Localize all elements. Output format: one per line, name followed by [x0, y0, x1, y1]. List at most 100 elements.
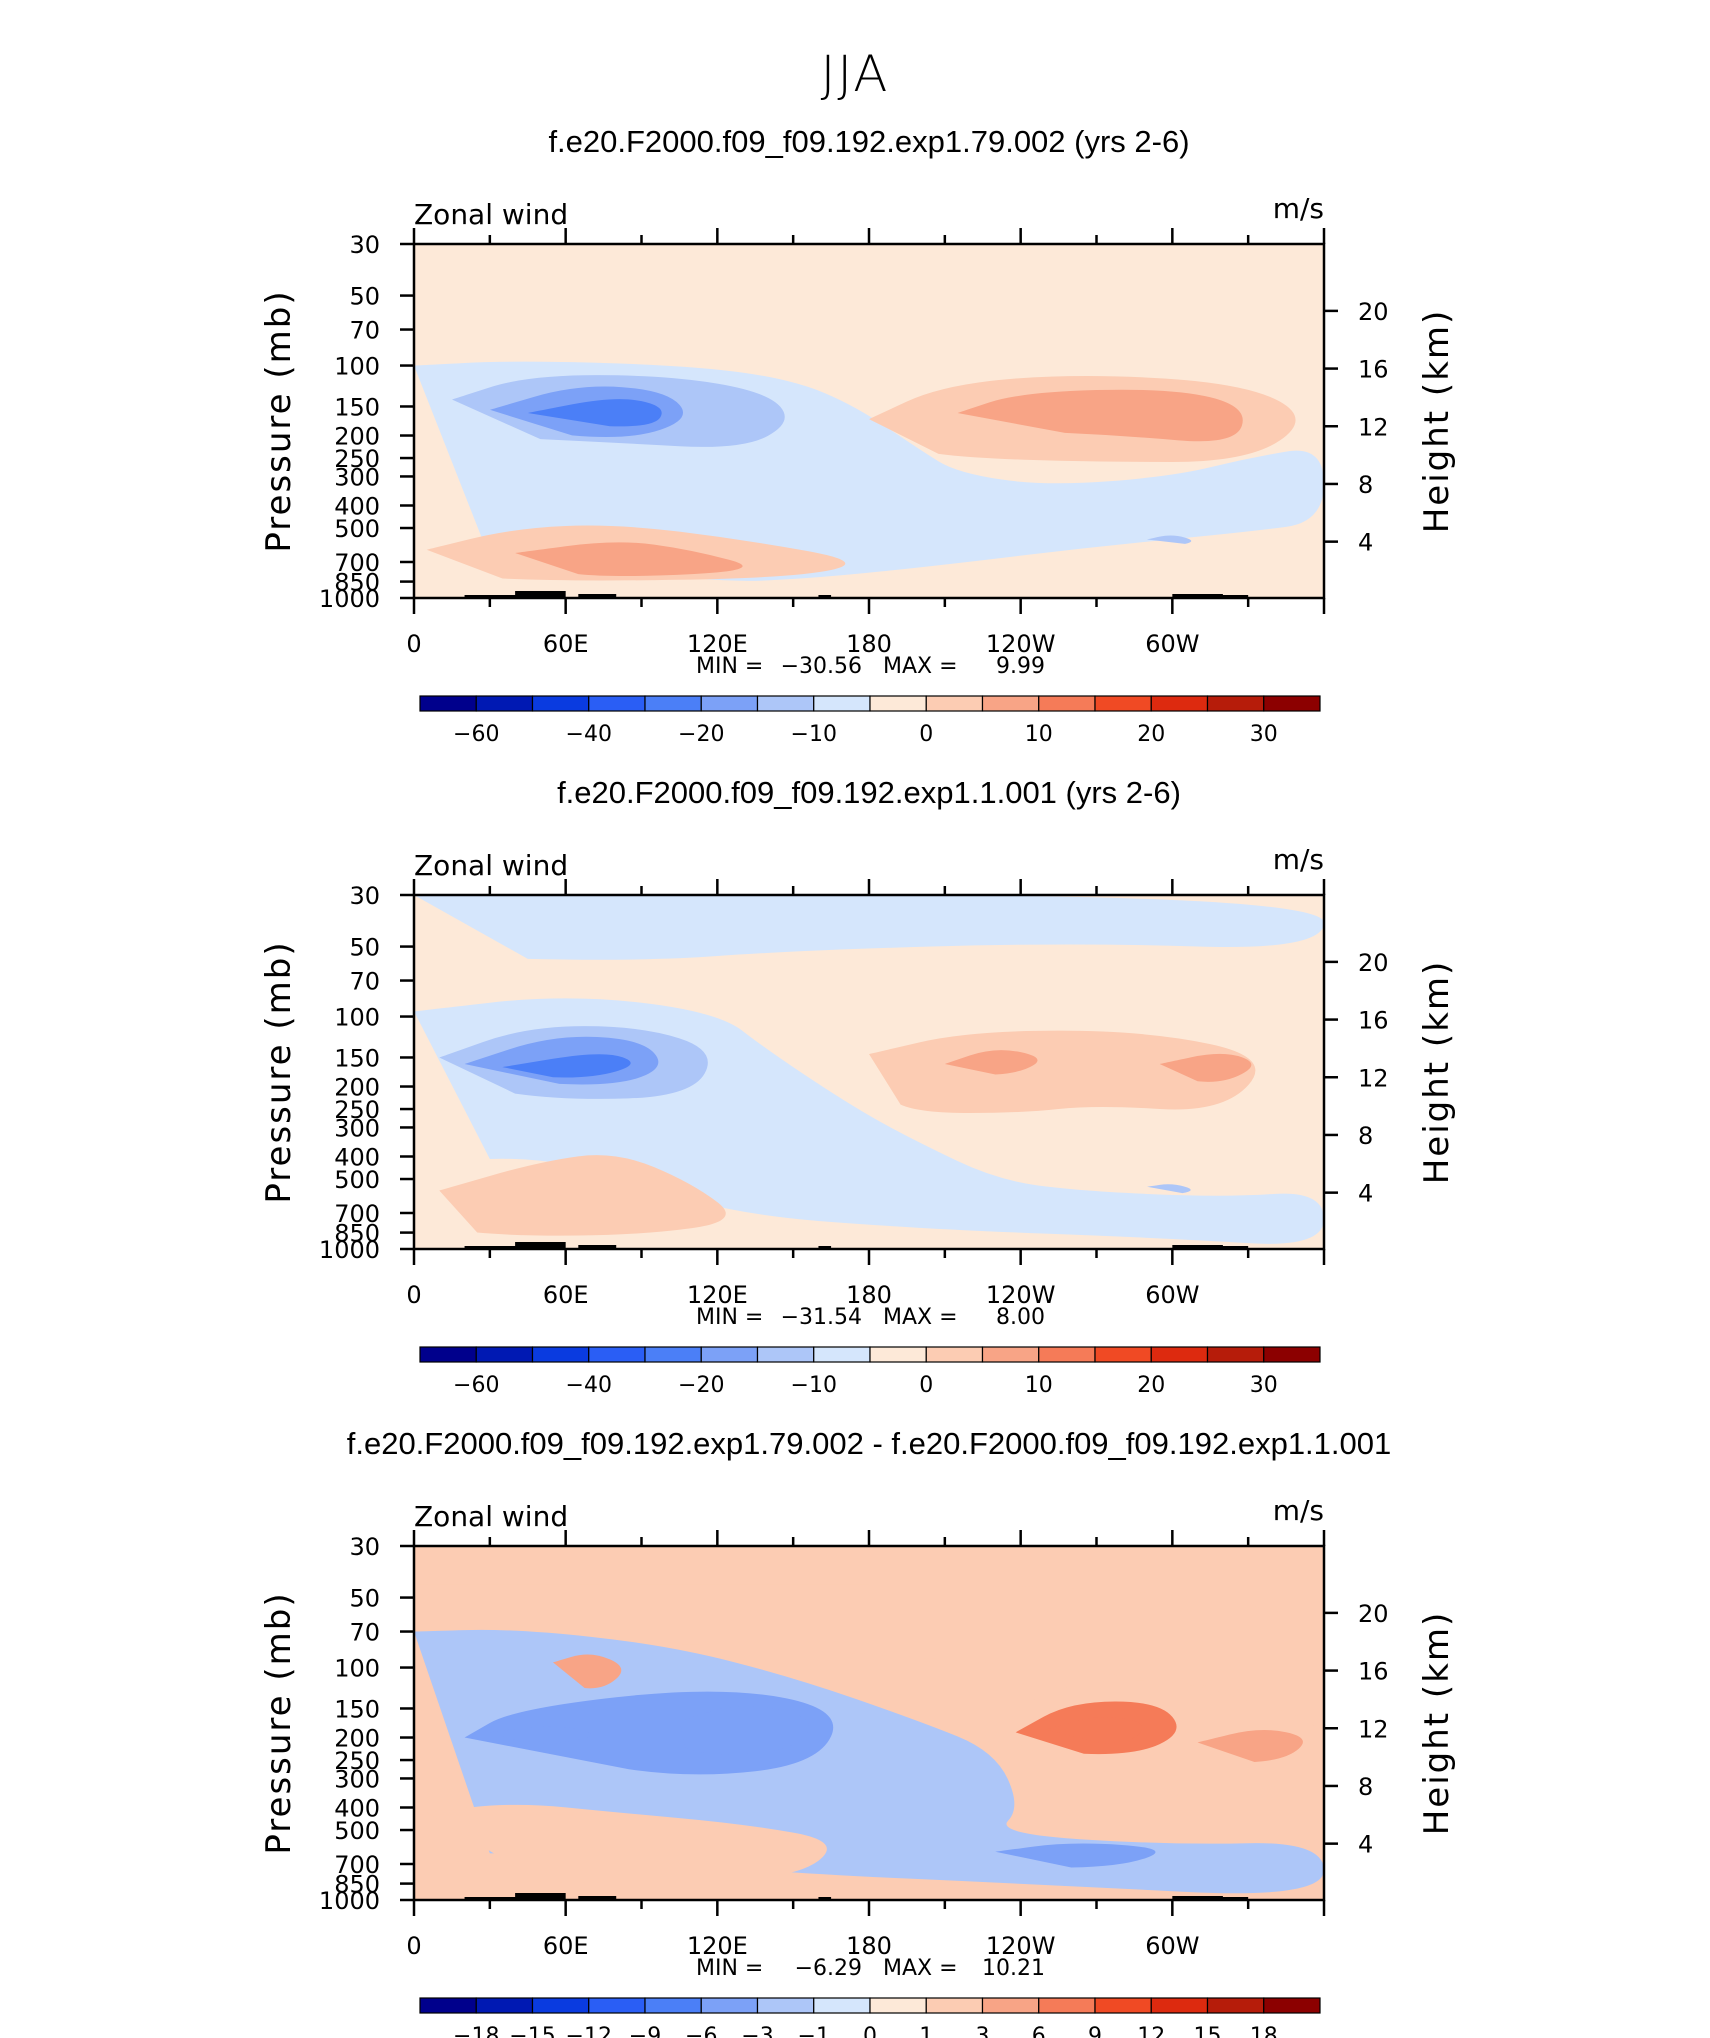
- contour-region: [1159, 1053, 1252, 1082]
- y-tick-label: 200: [334, 423, 380, 451]
- colorbar-label: 0: [919, 722, 933, 747]
- colorbar-box: [1094, 1997, 1152, 2014]
- contour-region: [679, 1706, 809, 1755]
- colorbar-label: 6: [1032, 2024, 1046, 2038]
- colorbar-box: [756, 695, 815, 712]
- y2-tick-label: 20: [1358, 298, 1389, 326]
- colorbar-box: [1206, 695, 1265, 712]
- y2-axis-title: Height (km): [1417, 960, 1457, 1185]
- y-tick-label: 70: [349, 1619, 380, 1647]
- y2-tick-label: 16: [1358, 356, 1389, 384]
- colorbar-box: [588, 695, 646, 712]
- colorbar: −60 −40 −20 −10 0 10 20 30: [419, 1346, 1321, 1398]
- colorbar-label: 3: [976, 2024, 990, 2038]
- contour-region: [426, 1804, 827, 1883]
- colorbar-box: [869, 1997, 927, 2014]
- panel-1: f.e20.F2000.f09_f09.192.exp1.79.002 (yrs…: [259, 124, 1457, 747]
- y-tick-label: 850: [334, 1220, 380, 1248]
- colorbar-label: 1: [919, 2024, 933, 2038]
- y2-tick-label: 4: [1358, 529, 1373, 557]
- colorbar-box: [588, 1997, 646, 2014]
- colorbar-label: −15: [509, 2024, 555, 2038]
- contour-region: [1147, 535, 1192, 544]
- y2-tick-label: 8: [1358, 1122, 1373, 1150]
- y-tick-label: 30: [349, 1533, 380, 1561]
- colorbar-box: [700, 695, 759, 712]
- colorbar-box: [813, 695, 871, 712]
- y-tick-label: 50: [349, 934, 380, 962]
- min-value: −30.56: [781, 654, 862, 679]
- contour-region: [489, 1726, 591, 1744]
- contour-region: [944, 1050, 1038, 1075]
- x-tick-label: 180: [846, 630, 892, 658]
- panel-title: f.e20.F2000.f09_f09.192.exp1.79.002 - f.…: [347, 1426, 1392, 1461]
- contour-field: [414, 895, 1324, 1249]
- max-value: 9.99: [996, 654, 1045, 679]
- y-tick-label: 400: [334, 492, 380, 520]
- y-tick-label: 30: [349, 882, 380, 910]
- contour-region: [515, 542, 743, 577]
- x-tick-label: 0: [406, 1281, 421, 1309]
- y-tick-label: 70: [349, 968, 380, 996]
- contour-region: [1197, 1730, 1303, 1763]
- panel-title: f.e20.F2000.f09_f09.192.exp1.79.002 (yrs…: [548, 124, 1189, 159]
- colorbar-box: [869, 1346, 927, 1363]
- y-axis-title: Pressure (mb): [259, 940, 299, 1203]
- colorbar-label: −40: [566, 722, 612, 747]
- colorbar-box: [981, 1346, 1040, 1363]
- topography: [464, 1242, 1249, 1249]
- colorbar-box: [813, 1346, 871, 1363]
- x-tick-label: 60W: [1145, 630, 1199, 658]
- y-tick-label: 500: [334, 1166, 380, 1194]
- colorbar-box: [700, 1346, 759, 1363]
- max-value: 10.21: [982, 1956, 1045, 1981]
- colorbar-label: −20: [678, 1373, 724, 1398]
- colorbar-label: −12: [566, 2024, 612, 2038]
- colorbar-box: [981, 1997, 1040, 2014]
- x-tick-label: 120W: [986, 630, 1056, 658]
- colorbar-label: −10: [791, 1373, 837, 1398]
- y-tick-label: 30: [349, 231, 380, 259]
- colorbar-label: −20: [678, 722, 724, 747]
- min-value: −31.54: [781, 1305, 862, 1330]
- colorbar-label: 10: [1025, 722, 1053, 747]
- colorbar-label: −9: [629, 2024, 661, 2038]
- colorbar-label: 20: [1137, 1373, 1165, 1398]
- y-tick-label: 300: [334, 1765, 380, 1793]
- y-tick-label: 150: [334, 393, 380, 421]
- colorbar-box: [869, 695, 927, 712]
- colorbar-box: [1263, 1346, 1321, 1363]
- colorbar-box: [1038, 1997, 1096, 2014]
- x-tick-label: 60E: [543, 630, 589, 658]
- contour-region: [527, 399, 662, 427]
- colorbar-box: [1038, 695, 1096, 712]
- x-tick-label: 180: [846, 1932, 892, 1960]
- y-tick-label: 250: [334, 1747, 380, 1775]
- colorbar-label: 20: [1137, 722, 1165, 747]
- max-label: MAX =: [883, 1956, 958, 1981]
- colorbar-label: 30: [1250, 722, 1278, 747]
- x-tick-label: 180: [846, 1281, 892, 1309]
- main-title: JJA: [820, 45, 890, 103]
- y-tick-label: 150: [334, 1695, 380, 1723]
- colorbar-label: −10: [791, 722, 837, 747]
- colorbar-box: [1038, 1346, 1096, 1363]
- contour-region: [414, 895, 1324, 960]
- colorbar-box: [419, 1346, 477, 1363]
- topography: [464, 1893, 1249, 1900]
- colorbar-box: [419, 1997, 477, 2014]
- min-label: MIN =: [696, 1956, 763, 1981]
- colorbar-box: [1094, 1346, 1152, 1363]
- variable-label: Zonal wind: [414, 1500, 568, 1533]
- colorbar-box: [756, 1997, 815, 2014]
- y-tick-label: 100: [334, 353, 380, 381]
- colorbar-box: [531, 1346, 590, 1363]
- y-tick-label: 100: [334, 1004, 380, 1032]
- contour-region: [1147, 1184, 1191, 1194]
- y2-tick-label: 20: [1358, 1600, 1389, 1628]
- panel-3: f.e20.F2000.f09_f09.192.exp1.79.002 - f.…: [259, 1426, 1457, 2038]
- colorbar: −18 −15 −12 −9 −6 −3 −1 0 1 3 6 9 12 15 18: [419, 1997, 1321, 2038]
- y-tick-label: 1000: [319, 1887, 380, 1915]
- y-tick-label: 850: [334, 1871, 380, 1899]
